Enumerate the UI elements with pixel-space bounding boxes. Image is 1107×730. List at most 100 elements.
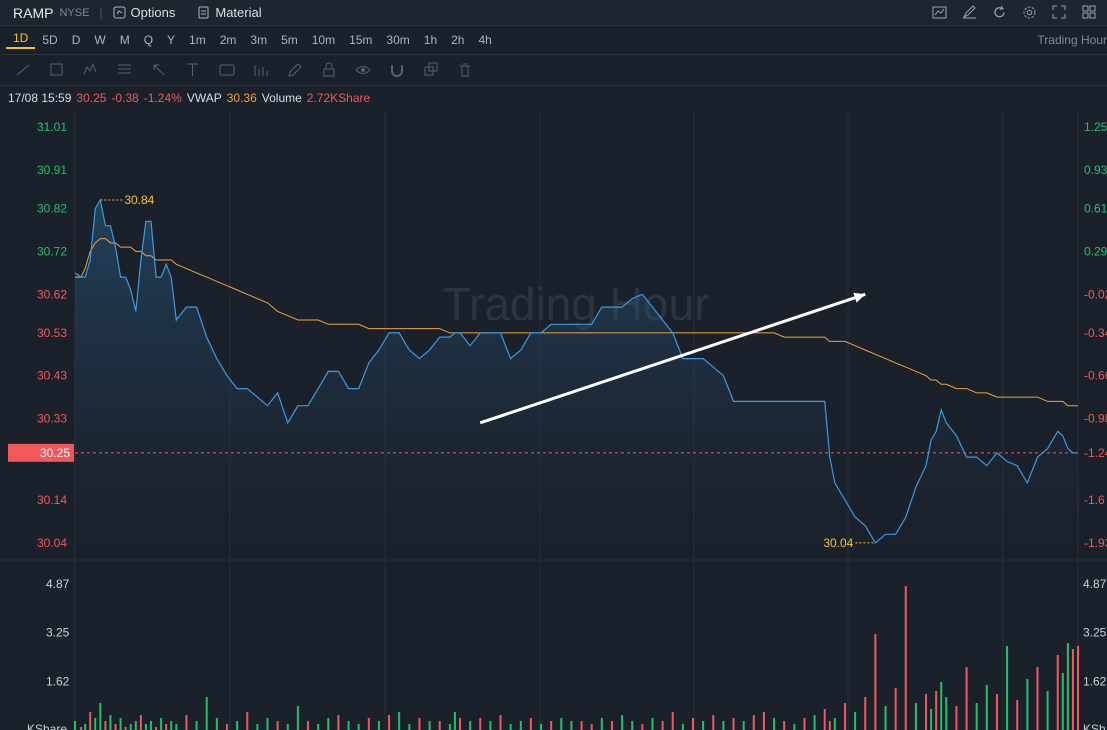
volume-tick: 4.87 xyxy=(46,577,70,591)
volume-bar xyxy=(702,721,705,730)
grid-icon[interactable] xyxy=(1079,2,1099,22)
volume-bar xyxy=(631,721,634,730)
symbol-name[interactable]: RAMP xyxy=(13,4,54,21)
price-tick: 30.53 xyxy=(37,326,67,340)
period-4h[interactable]: 4h xyxy=(478,33,492,47)
volume-unit: KShare xyxy=(27,722,67,730)
period-5m[interactable]: 5m xyxy=(281,33,298,47)
period-2h[interactable]: 2h xyxy=(451,33,465,47)
options-button[interactable]: Options xyxy=(113,5,176,20)
text-icon[interactable] xyxy=(182,61,204,79)
percent-tick: -1.93 xyxy=(1084,536,1107,550)
magnet-icon[interactable] xyxy=(386,61,408,79)
volume-bar xyxy=(453,712,456,730)
pattern-icon[interactable] xyxy=(80,61,102,79)
period-15m[interactable]: 15m xyxy=(349,33,373,47)
volume-bar xyxy=(458,718,461,730)
volume-bar xyxy=(570,721,573,730)
volume-bar xyxy=(914,703,917,730)
period-q[interactable]: Q xyxy=(143,33,154,47)
volume-bar xyxy=(1077,646,1079,730)
volume-bar xyxy=(104,721,107,730)
trading-hour-toggle[interactable]: Trading Hour xyxy=(1037,33,1107,47)
trash-icon[interactable] xyxy=(454,61,476,79)
options-icon xyxy=(113,6,126,19)
volume-bar xyxy=(448,724,451,730)
arrow-icon[interactable] xyxy=(148,61,170,79)
separator: | xyxy=(99,5,103,20)
info-change: -0.38 xyxy=(111,91,139,105)
percent-tick: -0.02 xyxy=(1084,287,1107,301)
volume-bar xyxy=(327,718,330,730)
volume-bar xyxy=(793,724,796,730)
volume-bar xyxy=(975,703,978,730)
period-1m[interactable]: 1m xyxy=(189,33,206,47)
refresh-icon[interactable] xyxy=(989,2,1009,22)
volume-bar xyxy=(1036,667,1039,730)
period-y[interactable]: Y xyxy=(167,33,176,47)
price-area xyxy=(75,200,1078,560)
volume-bar xyxy=(89,712,92,730)
period-30m[interactable]: 30m xyxy=(386,33,410,47)
volume-bar xyxy=(109,715,112,730)
volume-bar xyxy=(965,667,968,730)
price-tick: 31.01 xyxy=(37,120,67,134)
period-d[interactable]: D xyxy=(71,33,81,47)
period-1h[interactable]: 1h xyxy=(423,33,438,47)
volume-bar xyxy=(1061,673,1064,730)
period-10m[interactable]: 10m xyxy=(311,33,336,47)
measure-icon[interactable] xyxy=(250,61,272,79)
drawing-toolbar xyxy=(0,54,1107,86)
period-selector: 1D 5D D W M Q Y 1m 2m 3m 5m 10m 15m 30m 1h 2h 4h xyxy=(0,28,1107,52)
volume-bar xyxy=(276,721,279,730)
period-m[interactable]: M xyxy=(119,33,130,47)
volume-bar xyxy=(828,721,831,730)
lock-icon[interactable] xyxy=(318,61,340,79)
volume-bar xyxy=(1026,679,1029,730)
draw-edit-icon[interactable] xyxy=(959,2,979,22)
material-button[interactable]: Material xyxy=(197,5,262,20)
fullscreen-icon[interactable] xyxy=(1049,2,1069,22)
volume-bar xyxy=(357,724,360,730)
options-label: Options xyxy=(130,5,176,20)
volume-bar xyxy=(296,706,299,730)
material-label: Material xyxy=(215,5,262,20)
info-vwap-label: VWAP xyxy=(186,91,222,105)
volume-bar xyxy=(479,718,482,730)
copy-icon[interactable] xyxy=(420,61,442,79)
trend-line-icon[interactable] xyxy=(12,61,34,79)
period-5d[interactable]: 5D xyxy=(42,33,58,47)
period-3m[interactable]: 3m xyxy=(250,33,268,47)
rectangle-icon[interactable] xyxy=(46,61,68,79)
exchange-label: NYSE xyxy=(59,6,90,19)
indicator-icon[interactable] xyxy=(929,2,949,22)
period-2m[interactable]: 2m xyxy=(219,33,237,47)
settings-icon[interactable] xyxy=(1019,2,1039,22)
price-tick: 30.04 xyxy=(37,536,67,550)
volume-bar xyxy=(398,712,401,730)
volume-bar xyxy=(894,688,897,730)
period-1d[interactable]: 1D xyxy=(6,31,36,49)
period-w[interactable]: W xyxy=(94,33,106,47)
percent-tick: -0.34 xyxy=(1084,326,1107,340)
volume-bar xyxy=(256,724,259,730)
volume-bar xyxy=(722,721,725,730)
volume-bars xyxy=(74,586,1079,730)
volume-bar xyxy=(428,721,431,730)
volume-bar xyxy=(773,718,776,730)
eye-icon[interactable] xyxy=(352,61,374,79)
volume-bar xyxy=(1046,691,1049,730)
volume-axis-left: 4.87 3.25 1.62 xyxy=(46,577,70,689)
fib-icon[interactable] xyxy=(114,61,136,79)
info-change-pct: -1.24% xyxy=(143,91,182,105)
price-tick: 30.91 xyxy=(37,163,67,177)
info-vwap: 30.36 xyxy=(226,91,257,105)
volume-bar xyxy=(509,724,512,730)
label-icon[interactable] xyxy=(216,61,238,79)
volume-bar xyxy=(347,721,350,730)
pencil-icon[interactable] xyxy=(284,61,306,79)
price-line xyxy=(74,198,1078,544)
percent-tick: 0.93 xyxy=(1084,163,1107,177)
volume-bar xyxy=(823,709,826,730)
